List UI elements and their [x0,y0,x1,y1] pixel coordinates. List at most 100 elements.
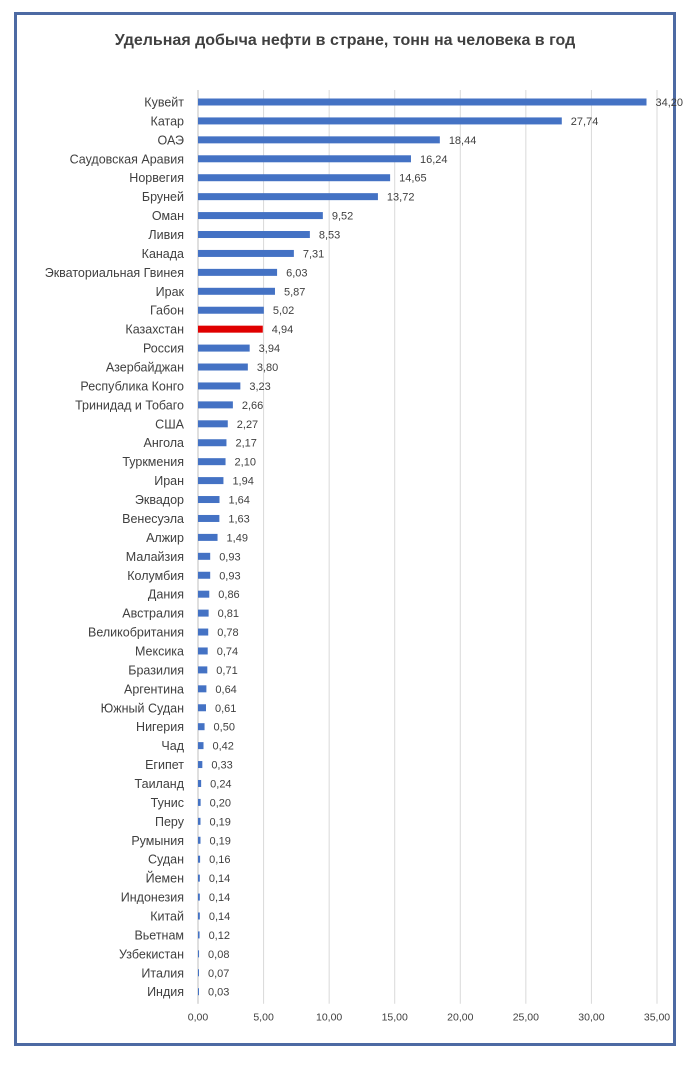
value-label: 0,93 [219,570,240,582]
x-tick-label: 25,00 [513,1012,539,1024]
value-label: 0,61 [215,703,236,715]
value-label: 0,14 [209,892,230,904]
value-label: 0,42 [213,741,234,753]
bar [198,420,228,428]
category-label: Венесуэла [122,512,184,526]
x-tick-label: 20,00 [447,1012,473,1024]
value-label: 0,19 [209,835,230,847]
value-label: 34,20 [656,97,684,109]
category-label: Китай [150,909,184,923]
value-label: 4,94 [272,324,293,336]
value-label: 3,80 [257,362,278,374]
category-label: Канада [142,247,184,261]
bar [198,514,220,522]
bar [198,798,201,806]
category-label: Узбекистан [119,947,184,961]
bar [198,571,211,579]
value-label: 0,33 [211,760,232,772]
category-label: Ангола [144,436,184,450]
value-label: 5,87 [284,286,305,298]
bar [198,552,211,560]
bar [198,761,203,769]
category-label: Великобритания [88,626,184,640]
category-label: Бруней [142,190,184,204]
value-label: 3,23 [249,381,270,393]
value-label: 2,17 [235,438,256,450]
category-label: Малайзия [126,550,184,564]
bar [198,155,411,163]
value-label: 0,14 [209,873,230,885]
bar [198,174,391,182]
value-label: 0,24 [210,778,231,790]
bar [198,458,226,466]
value-label: 0,20 [210,797,231,809]
value-label: 0,86 [218,589,239,601]
category-label: Алжир [146,531,184,545]
value-label: 0,12 [209,930,230,942]
category-label: Тунис [151,796,184,810]
category-label: Иран [154,474,184,488]
bar [198,685,207,693]
bar [198,98,647,106]
x-tick-label: 0,00 [188,1012,209,1024]
category-label: ОАЭ [158,133,185,147]
value-label: 0,07 [208,968,229,980]
value-label: 13,72 [387,192,415,204]
value-label: 1,63 [228,513,249,525]
chart-frame: Удельная добыча нефти в стране, тонн на … [14,12,676,1046]
category-label: Казахстан [125,323,184,337]
category-label: Катар [151,114,184,128]
value-label: 2,66 [242,400,263,412]
category-label: Чад [161,739,184,753]
bar [198,439,227,447]
value-label: 2,10 [235,457,256,469]
category-label: Румыния [131,834,184,848]
bar [198,287,275,295]
value-label: 0,64 [215,684,236,696]
bar [198,779,202,787]
value-label: 0,71 [216,665,237,677]
bar [198,401,233,409]
category-label: Индия [147,985,184,999]
bar [198,306,264,314]
value-label: 0,14 [209,911,230,923]
x-tick-label: 35,00 [644,1012,670,1024]
value-label: 16,24 [420,154,448,166]
bar [198,817,201,825]
category-label: Кувейт [144,96,184,110]
chart-title: Удельная добыча нефти в стране, тонн на … [114,32,576,49]
bar [198,136,440,144]
category-label: Аргентина [124,682,184,696]
bar [198,249,294,257]
category-label: Вьетнам [134,928,184,942]
value-label: 0,81 [218,608,239,620]
category-label: Габон [150,304,184,318]
value-label: 27,74 [571,116,599,128]
category-label: Дания [148,588,184,602]
bar [198,363,248,371]
category-label: Индонезия [121,891,184,905]
bar [198,950,200,958]
value-label: 9,52 [332,211,353,223]
bar [198,609,209,617]
value-label: 0,50 [214,722,235,734]
value-label: 3,94 [259,343,280,355]
bar [198,344,250,352]
category-label: Экваториальная Гвинея [45,266,184,280]
value-label: 14,65 [399,173,427,185]
category-label: Йемен [146,871,184,886]
value-label: 0,78 [217,627,238,639]
category-label: Италия [141,966,184,980]
x-tick-label: 10,00 [316,1012,342,1024]
category-label: Таиланд [135,777,185,791]
category-label: Мексика [135,644,184,658]
value-label: 1,64 [229,495,250,507]
value-label: 1,94 [232,476,253,488]
category-label: США [155,417,184,431]
bar [198,855,201,863]
bar [198,212,323,220]
bar [198,969,199,977]
x-tick-label: 5,00 [253,1012,274,1024]
value-label: 0,74 [217,646,238,658]
